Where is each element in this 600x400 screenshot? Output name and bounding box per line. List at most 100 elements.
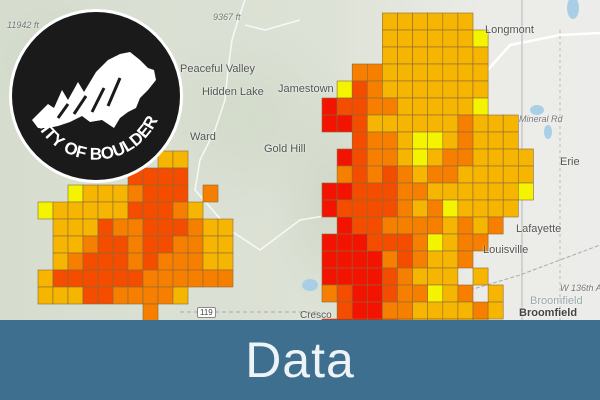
west-grid-cell bbox=[127, 252, 144, 271]
east-grid-cell bbox=[397, 216, 413, 235]
east-grid-cell bbox=[366, 165, 383, 184]
west-grid-cell bbox=[97, 218, 114, 237]
east-grid-cell bbox=[427, 12, 444, 31]
east-grid-cell bbox=[427, 233, 444, 252]
west-grid-cell bbox=[97, 201, 114, 220]
east-grid-cell bbox=[442, 46, 459, 65]
east-grid-cell bbox=[487, 182, 504, 201]
east-grid-cell bbox=[366, 63, 383, 82]
east-grid-cell bbox=[472, 131, 489, 150]
east-grid-cell bbox=[382, 199, 398, 218]
east-grid-cell bbox=[442, 233, 459, 252]
east-grid-cell bbox=[442, 131, 459, 150]
east-grid-cell bbox=[472, 80, 489, 99]
east-grid-cell bbox=[351, 131, 368, 150]
east-grid-cell bbox=[382, 63, 398, 82]
east-grid-cell bbox=[397, 114, 413, 133]
east-grid-cell bbox=[457, 80, 474, 99]
label-ward: Ward bbox=[190, 131, 216, 143]
west-grid-cell bbox=[67, 269, 84, 288]
east-grid-cell bbox=[412, 29, 429, 48]
west-grid-cell bbox=[187, 201, 204, 220]
east-grid-cell bbox=[336, 301, 353, 320]
west-grid-cell bbox=[172, 252, 189, 271]
east-grid-cell bbox=[382, 301, 398, 320]
label-w136th-ave: W 136th Ave bbox=[560, 283, 600, 293]
east-grid-cell bbox=[382, 97, 398, 116]
east-grid-cell bbox=[397, 199, 413, 218]
east-grid-cell bbox=[321, 250, 338, 269]
east-grid-cell bbox=[517, 182, 534, 201]
west-grid-cell bbox=[187, 218, 204, 237]
east-grid-cell bbox=[427, 250, 444, 269]
east-grid-cell bbox=[336, 80, 353, 99]
west-grid-cell bbox=[127, 235, 144, 254]
west-grid-cell bbox=[52, 269, 69, 288]
east-grid-cell bbox=[366, 97, 383, 116]
east-grid-cell bbox=[457, 148, 474, 167]
east-grid-cell bbox=[502, 165, 519, 184]
east-grid-cell bbox=[366, 267, 383, 286]
east-grid-cell bbox=[442, 199, 459, 218]
east-grid-cell bbox=[412, 97, 429, 116]
label-louisville: Louisville bbox=[483, 244, 529, 256]
west-grid-cell bbox=[82, 218, 99, 237]
east-grid-cell bbox=[427, 199, 444, 218]
east-grid-cell bbox=[397, 267, 413, 286]
east-grid-cell bbox=[427, 131, 444, 150]
east-grid-cell bbox=[487, 148, 504, 167]
east-grid-cell bbox=[397, 284, 413, 303]
east-grid-cell bbox=[472, 97, 489, 116]
east-grid-cell bbox=[427, 63, 444, 82]
east-grid-cell bbox=[457, 301, 474, 320]
west-grid-cell bbox=[157, 269, 174, 288]
east-grid-cell bbox=[487, 284, 504, 303]
east-grid-cell bbox=[397, 46, 413, 65]
east-grid-cell bbox=[351, 318, 368, 320]
east-grid-cell bbox=[382, 284, 398, 303]
east-grid-cell bbox=[397, 301, 413, 320]
west-grid-cell bbox=[202, 269, 219, 288]
east-grid-cell bbox=[321, 233, 338, 252]
west-grid-cell bbox=[127, 286, 144, 305]
east-grid-cell bbox=[336, 318, 353, 320]
east-grid-cell bbox=[397, 131, 413, 150]
west-grid-cell bbox=[52, 201, 69, 220]
east-grid-cell bbox=[442, 97, 459, 116]
east-grid-cell bbox=[336, 267, 353, 286]
east-grid-cell bbox=[412, 131, 429, 150]
west-grid-cell bbox=[82, 184, 99, 203]
east-grid-cell bbox=[472, 233, 489, 252]
east-grid-cell bbox=[321, 318, 338, 320]
west-grid-cell bbox=[52, 286, 69, 305]
east-grid-cell bbox=[351, 233, 368, 252]
east-grid-cell bbox=[457, 233, 474, 252]
east-grid-cell bbox=[321, 267, 338, 286]
map-basemap-lines bbox=[180, 0, 600, 320]
west-grid-cell bbox=[142, 303, 159, 320]
east-grid-cell bbox=[457, 12, 474, 31]
east-grid-cell bbox=[487, 199, 504, 218]
east-grid-cell bbox=[412, 148, 429, 167]
east-grid-cell bbox=[412, 301, 429, 320]
east-grid-cell bbox=[366, 114, 383, 133]
east-grid-cell bbox=[442, 148, 459, 167]
west-grid-cell bbox=[217, 269, 234, 288]
east-grid-cell bbox=[321, 284, 338, 303]
east-grid-cell bbox=[336, 182, 353, 201]
west-grid-cell bbox=[202, 184, 219, 203]
east-grid-cell bbox=[472, 114, 489, 133]
west-grid-cell bbox=[67, 201, 84, 220]
west-grid-cell bbox=[112, 286, 129, 305]
west-grid-cell bbox=[172, 184, 189, 203]
east-grid-cell bbox=[397, 12, 413, 31]
east-grid-cell bbox=[427, 80, 444, 99]
west-grid-cell bbox=[157, 235, 174, 254]
west-grid-cell bbox=[142, 269, 159, 288]
east-grid-cell bbox=[457, 165, 474, 184]
west-grid-cell bbox=[142, 235, 159, 254]
east-grid-cell bbox=[397, 80, 413, 99]
banner-title: Data bbox=[245, 332, 355, 388]
east-grid-cell bbox=[442, 301, 459, 320]
west-grid-cell bbox=[127, 218, 144, 237]
